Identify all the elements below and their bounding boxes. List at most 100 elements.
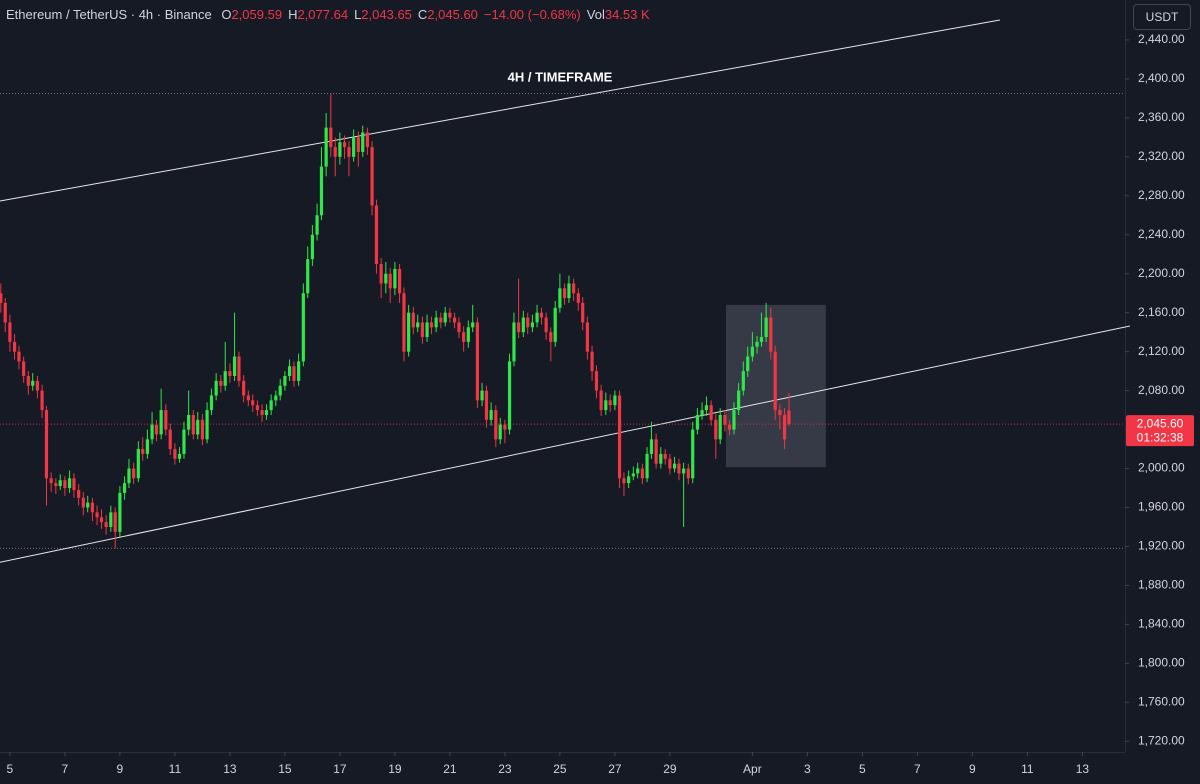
candle-body bbox=[361, 132, 365, 152]
volume-label: Vol bbox=[586, 7, 605, 22]
candle-body bbox=[329, 127, 333, 148]
candle-body bbox=[773, 351, 777, 411]
x-tick-label: 21 bbox=[443, 762, 457, 776]
candle-body bbox=[503, 424, 507, 430]
candle-body bbox=[214, 380, 218, 396]
candle-body bbox=[365, 132, 369, 148]
candle-body bbox=[95, 512, 99, 518]
close-value: 2,045.60 bbox=[427, 7, 478, 22]
candle-body bbox=[466, 327, 470, 342]
candle-body bbox=[8, 322, 12, 342]
candle-body bbox=[530, 322, 534, 328]
x-tick-label: 29 bbox=[663, 762, 677, 776]
candle-body bbox=[484, 390, 489, 420]
symbol-header: Ethereum / TetherUS · 4h · Binance O2,05… bbox=[6, 7, 656, 22]
candle-body bbox=[723, 414, 727, 425]
candle-body bbox=[388, 273, 392, 289]
currency-button[interactable]: USDT bbox=[1133, 4, 1191, 30]
candle-body bbox=[737, 390, 741, 411]
candle-body bbox=[393, 268, 397, 289]
candle-body bbox=[109, 512, 113, 527]
change: −14.00 (−0.68%) bbox=[483, 7, 581, 22]
candle-body bbox=[22, 361, 26, 376]
candle-body bbox=[599, 390, 603, 411]
candle-body bbox=[457, 322, 461, 333]
trend-line bbox=[0, 19, 1000, 202]
x-tick-label: 7 bbox=[914, 762, 921, 776]
candle-body bbox=[0, 293, 3, 303]
candle-body bbox=[718, 414, 722, 440]
trend-line bbox=[0, 325, 1131, 563]
candle-body bbox=[631, 473, 635, 477]
candle-body bbox=[278, 385, 282, 396]
y-tick-label: 2,280.00 bbox=[1138, 188, 1185, 202]
open-value: 2,059.59 bbox=[231, 7, 283, 22]
candle-body bbox=[187, 414, 191, 430]
candle-body bbox=[12, 341, 17, 352]
candle-body bbox=[649, 439, 654, 454]
candle-body bbox=[374, 205, 379, 264]
y-tick-label: 2,240.00 bbox=[1138, 227, 1185, 241]
candle-body bbox=[196, 419, 200, 435]
candle-body bbox=[759, 337, 764, 342]
candle-body bbox=[682, 468, 686, 474]
candle-body bbox=[622, 478, 626, 484]
candle-body bbox=[787, 410, 791, 425]
candle-body bbox=[507, 361, 512, 430]
x-tick-label: 23 bbox=[498, 762, 512, 776]
x-tick-label: 7 bbox=[62, 762, 69, 776]
candle-body bbox=[475, 322, 479, 401]
candle-body bbox=[672, 463, 677, 469]
x-tick-label: 19 bbox=[388, 762, 402, 776]
candle-body bbox=[173, 449, 177, 459]
low-value: 2,043.65 bbox=[361, 7, 412, 22]
candle-body bbox=[498, 424, 502, 440]
candle-body bbox=[549, 332, 553, 342]
candle-body bbox=[627, 476, 631, 484]
y-tick-label: 2,000.00 bbox=[1138, 461, 1185, 475]
y-tick-label: 1,840.00 bbox=[1138, 617, 1185, 631]
candle-body bbox=[17, 351, 21, 362]
candle-body bbox=[594, 371, 599, 391]
candle-body bbox=[26, 376, 30, 386]
candle-body bbox=[90, 502, 94, 513]
candle-body bbox=[764, 317, 768, 338]
x-tick-label: Apr bbox=[743, 762, 762, 776]
candle-body bbox=[429, 322, 434, 328]
volume-value: 34.53 K bbox=[604, 7, 650, 22]
y-tick-label: 2,360.00 bbox=[1138, 110, 1185, 124]
candle-body bbox=[297, 361, 301, 381]
candle-body bbox=[81, 497, 85, 508]
x-tick-label: 9 bbox=[117, 762, 124, 776]
x-tick-label: 13 bbox=[223, 762, 237, 776]
candle-body bbox=[384, 273, 388, 284]
candle-body bbox=[333, 147, 337, 157]
candle-body bbox=[228, 371, 232, 376]
candle-body bbox=[379, 263, 383, 284]
candle-body bbox=[324, 127, 328, 167]
x-tick-label: 3 bbox=[804, 762, 811, 776]
candle-body bbox=[141, 449, 145, 454]
x-tick-label: 5 bbox=[7, 762, 14, 776]
candle-body bbox=[301, 293, 305, 362]
y-tick-label: 1,880.00 bbox=[1138, 578, 1185, 592]
candle-body bbox=[136, 449, 140, 479]
y-tick-label: 1,760.00 bbox=[1138, 694, 1185, 708]
candle-body bbox=[512, 322, 516, 362]
candle-body bbox=[462, 332, 466, 342]
candle-body bbox=[471, 322, 475, 328]
y-tick-label: 1,920.00 bbox=[1138, 539, 1185, 553]
candle-body bbox=[562, 288, 567, 299]
candle-body bbox=[407, 312, 411, 352]
candle-body bbox=[154, 424, 159, 435]
candle-body bbox=[356, 137, 360, 152]
x-tick-label: 11 bbox=[1021, 762, 1034, 776]
candle-body bbox=[113, 512, 117, 532]
candle-body bbox=[778, 410, 782, 415]
x-tick-label: 25 bbox=[553, 762, 567, 776]
candle-body bbox=[572, 283, 576, 294]
candle-body bbox=[99, 517, 104, 523]
candle-body bbox=[677, 463, 681, 474]
